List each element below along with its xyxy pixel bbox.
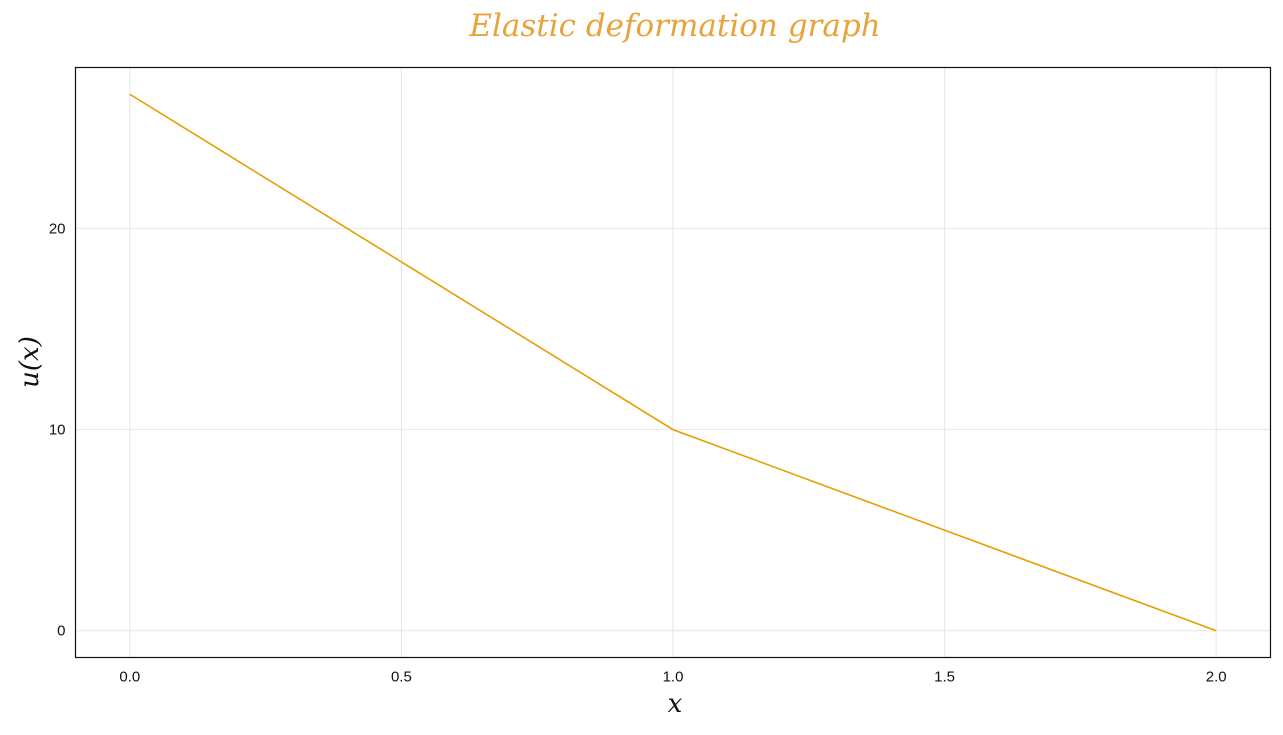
- y-tick-label: 0: [57, 623, 65, 640]
- series-line: [129, 93, 1217, 632]
- x-tick-label: 0.5: [391, 669, 412, 686]
- y-axis-label: u(x): [15, 336, 45, 388]
- chart-title: Elastic deformation graph: [468, 8, 880, 44]
- grid: [75, 67, 1271, 658]
- x-tick-label: 2.0: [1206, 669, 1227, 686]
- series-layer: [129, 93, 1217, 632]
- y-tick-label: 20: [49, 220, 66, 237]
- x-tick-label: 1.0: [663, 669, 684, 686]
- x-tick-label: 1.5: [934, 669, 955, 686]
- y-tick-label: 10: [49, 422, 66, 439]
- x-tick-label: 0.0: [119, 669, 140, 686]
- x-axis-label: x: [668, 689, 683, 719]
- tick-labels: 0.0 0.5 1.0 1.5 2.0 0 10 20: [49, 220, 1227, 685]
- plot-frame: [74, 66, 1272, 659]
